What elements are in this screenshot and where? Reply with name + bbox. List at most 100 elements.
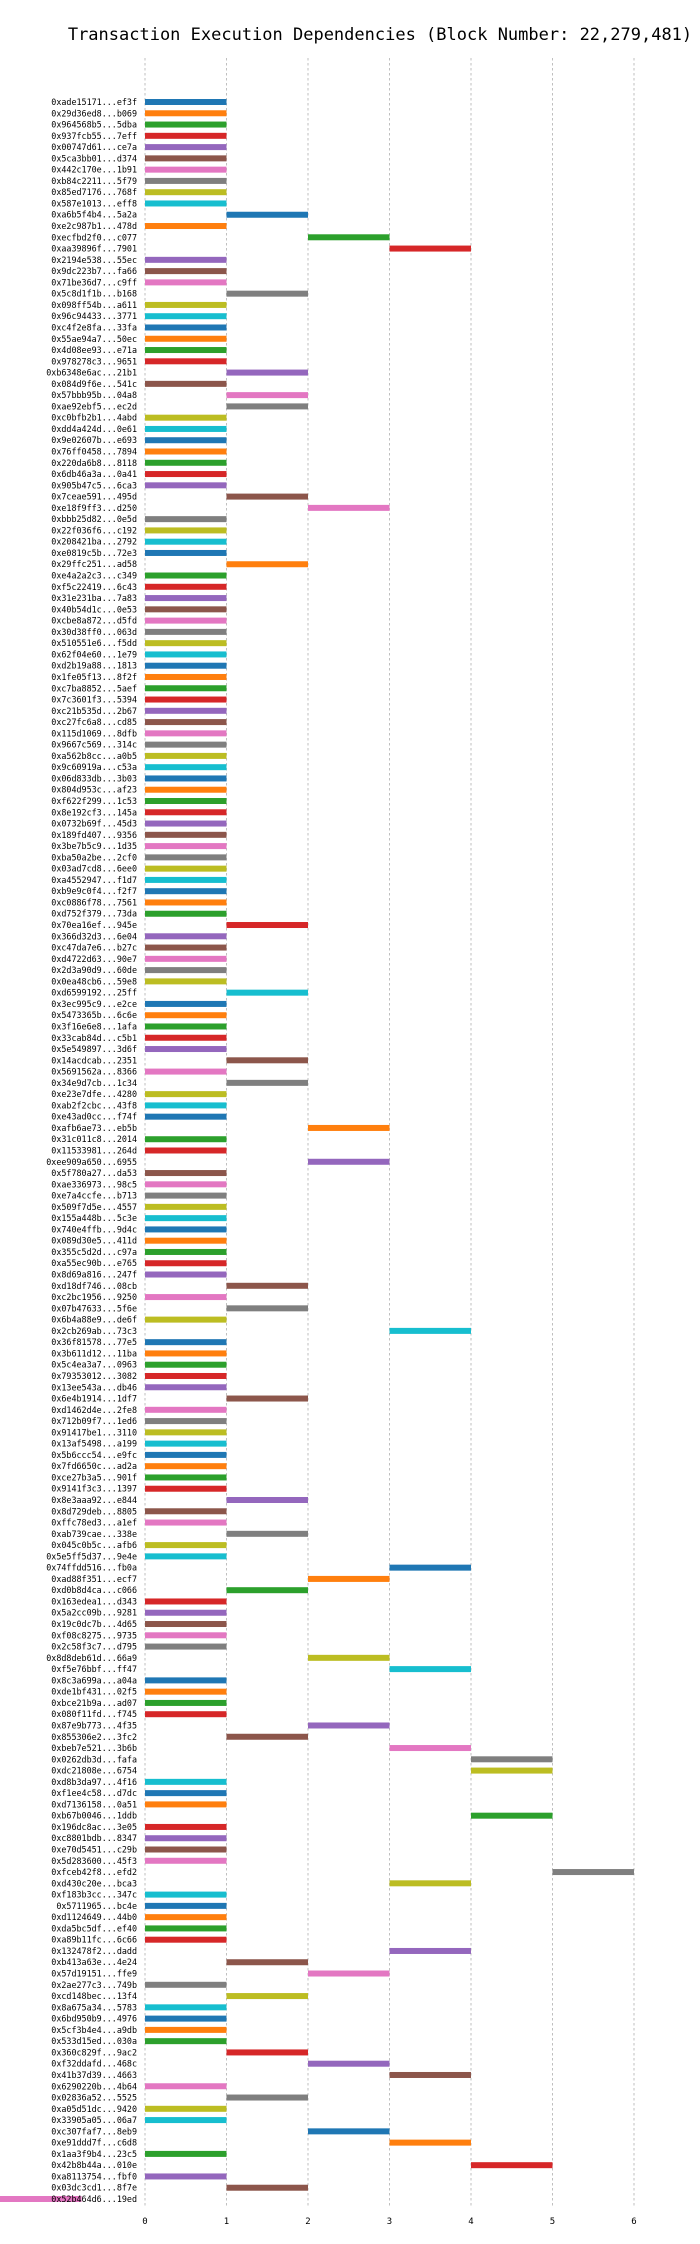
transaction-bar — [145, 1046, 227, 1053]
transaction-label: 0xb84c2211...5f79 — [51, 176, 137, 186]
transaction-bar — [145, 1372, 227, 1379]
transaction-label: 0x509f7d5e...4557 — [51, 1202, 137, 1212]
transaction-label: 0x71be36d7...c9ff — [51, 277, 137, 287]
transaction-label: 0xa05d51dc...9420 — [51, 2104, 137, 2114]
transaction-bar — [145, 662, 227, 669]
transaction-bar — [145, 685, 227, 692]
transaction-label: 0xe18f9ff3...d250 — [51, 503, 137, 513]
transaction-label: 0xe23e7dfe...4280 — [51, 1089, 137, 1099]
transaction-label: 0x6e4b1914...1df7 — [51, 1394, 137, 1404]
transaction-bar — [226, 1733, 308, 1740]
transaction-label: 0xe43ad0cc...f74f — [51, 1112, 137, 1122]
transaction-bar — [226, 403, 308, 410]
transaction-bar — [145, 1339, 227, 1346]
transaction-bar — [145, 1440, 227, 1447]
transaction-bar — [145, 256, 227, 263]
transaction-label: 0x220da6b8...8118 — [51, 458, 137, 468]
transaction-label: 0x5ca3bb01...d374 — [51, 153, 137, 163]
transaction-bar — [145, 1857, 227, 1864]
transaction-label: 0x163edea1...d343 — [51, 1596, 137, 1606]
transaction-label: 0x14acdcab...2351 — [51, 1055, 137, 1065]
transaction-label: 0x533d15ed...030a — [51, 2036, 137, 2046]
transaction-bar — [145, 110, 227, 117]
transaction-bar — [145, 1237, 227, 1244]
transaction-label: 0x5c4ea3a7...0963 — [51, 1360, 137, 1370]
transaction-bar — [145, 459, 227, 466]
transaction-bar — [145, 606, 227, 613]
transaction-bar — [145, 1271, 227, 1278]
transaction-label: 0xad88f351...ecf7 — [51, 1574, 137, 1584]
transaction-label: 0x19c0dc7b...4d65 — [51, 1619, 137, 1629]
transaction-bar — [226, 493, 308, 500]
transaction-bar — [226, 2184, 308, 2191]
transaction-bar — [145, 223, 227, 230]
transaction-bar — [145, 549, 227, 556]
transaction-label: 0x62f04e60...1e79 — [51, 649, 137, 659]
transaction-label: 0xa8113754...fbf0 — [51, 2171, 137, 2181]
transaction-label: 0x31e231ba...7a83 — [51, 593, 137, 603]
transaction-label: 0x11533981...264d — [51, 1146, 137, 1156]
transaction-bar — [145, 313, 227, 320]
transaction-label: 0x978278c3...9651 — [51, 356, 137, 366]
transaction-label: 0x355c5d2d...c97a — [51, 1247, 137, 1257]
transaction-label: 0x098ff54b...a611 — [51, 300, 137, 310]
transaction-bar — [145, 1677, 227, 1684]
transaction-label: 0x6bd950b9...4976 — [51, 2014, 137, 2024]
transaction-bar — [308, 2128, 390, 2135]
transaction-label: 0xd0b8d4ca...c066 — [51, 1585, 137, 1595]
transaction-bar — [226, 989, 308, 996]
transaction-label: 0x1aa3f9b4...23c5 — [51, 2149, 137, 2159]
transaction-label: 0x084d9f6e...541c — [51, 379, 137, 389]
transaction-label: 0x0732b69f...45d3 — [51, 819, 137, 829]
transaction-bar — [145, 358, 227, 365]
transaction-bar — [0, 2196, 82, 2202]
transaction-bar — [145, 2117, 227, 2124]
transaction-label: 0x5f780a27...da53 — [51, 1168, 137, 1178]
transaction-bar — [145, 944, 227, 951]
transaction-bar — [145, 1823, 227, 1830]
transaction-label: 0x07b47633...5f6e — [51, 1303, 137, 1313]
transaction-label: 0xb9e9c0f4...f2f7 — [51, 886, 137, 896]
transaction-label: 0x8e3aaa92...e844 — [51, 1495, 137, 1505]
transaction-bar — [145, 414, 227, 421]
transaction-bar — [145, 2105, 227, 2112]
transaction-bar — [389, 1327, 471, 1334]
transaction-label: 0xdd4a424d...0e61 — [51, 424, 137, 434]
transaction-label: 0x080f11fd...f745 — [51, 1709, 137, 1719]
transaction-bar — [145, 155, 227, 162]
transaction-label: 0x2ae277c3...749b — [51, 1980, 137, 1990]
transaction-label: 0x8c3a699a...a04a — [51, 1675, 137, 1685]
transaction-bar — [308, 2060, 390, 2067]
transaction-label: 0x52b464d6...19ed — [51, 2194, 137, 2204]
transaction-label: 0x03ad7cd8...6ee0 — [51, 864, 137, 874]
transaction-bar — [389, 1947, 471, 1954]
transaction-bar — [145, 166, 227, 173]
transaction-label: 0xa562b8cc...a0b5 — [51, 751, 137, 761]
transaction-bar — [226, 2049, 308, 2056]
transaction-bar — [145, 831, 227, 838]
x-tick-label: 4 — [468, 2217, 473, 2227]
transaction-bar — [226, 290, 308, 297]
transaction-bar — [226, 1497, 308, 1503]
transaction-bar — [308, 1575, 390, 1582]
transaction-bar — [145, 1418, 227, 1425]
transaction-label: 0x089d30e5...411d — [51, 1236, 137, 1246]
transaction-label: 0x6b4a88e9...de6f — [51, 1315, 137, 1325]
transaction-bar — [145, 888, 227, 895]
transaction-bar — [145, 1012, 227, 1019]
transaction-label: 0x87e9b773...4f35 — [51, 1720, 137, 1730]
transaction-label: 0x55ae94a7...50ec — [51, 334, 137, 344]
transaction-bar — [226, 1305, 308, 1312]
transaction-label: 0x587e1013...eff8 — [51, 198, 137, 208]
transaction-bar — [145, 1429, 227, 1436]
transaction-label: 0x8d69a816...247f — [51, 1270, 137, 1280]
x-tick-label: 1 — [224, 2217, 229, 2227]
transaction-label: 0x937fcb55...7eff — [51, 131, 137, 141]
transaction-bar — [145, 380, 227, 387]
transaction-bar — [145, 347, 227, 354]
transaction-label: 0x208421ba...2792 — [51, 537, 137, 547]
transaction-bar — [145, 1643, 227, 1650]
transaction-bar — [145, 1790, 227, 1797]
transaction-bar — [145, 1102, 227, 1109]
